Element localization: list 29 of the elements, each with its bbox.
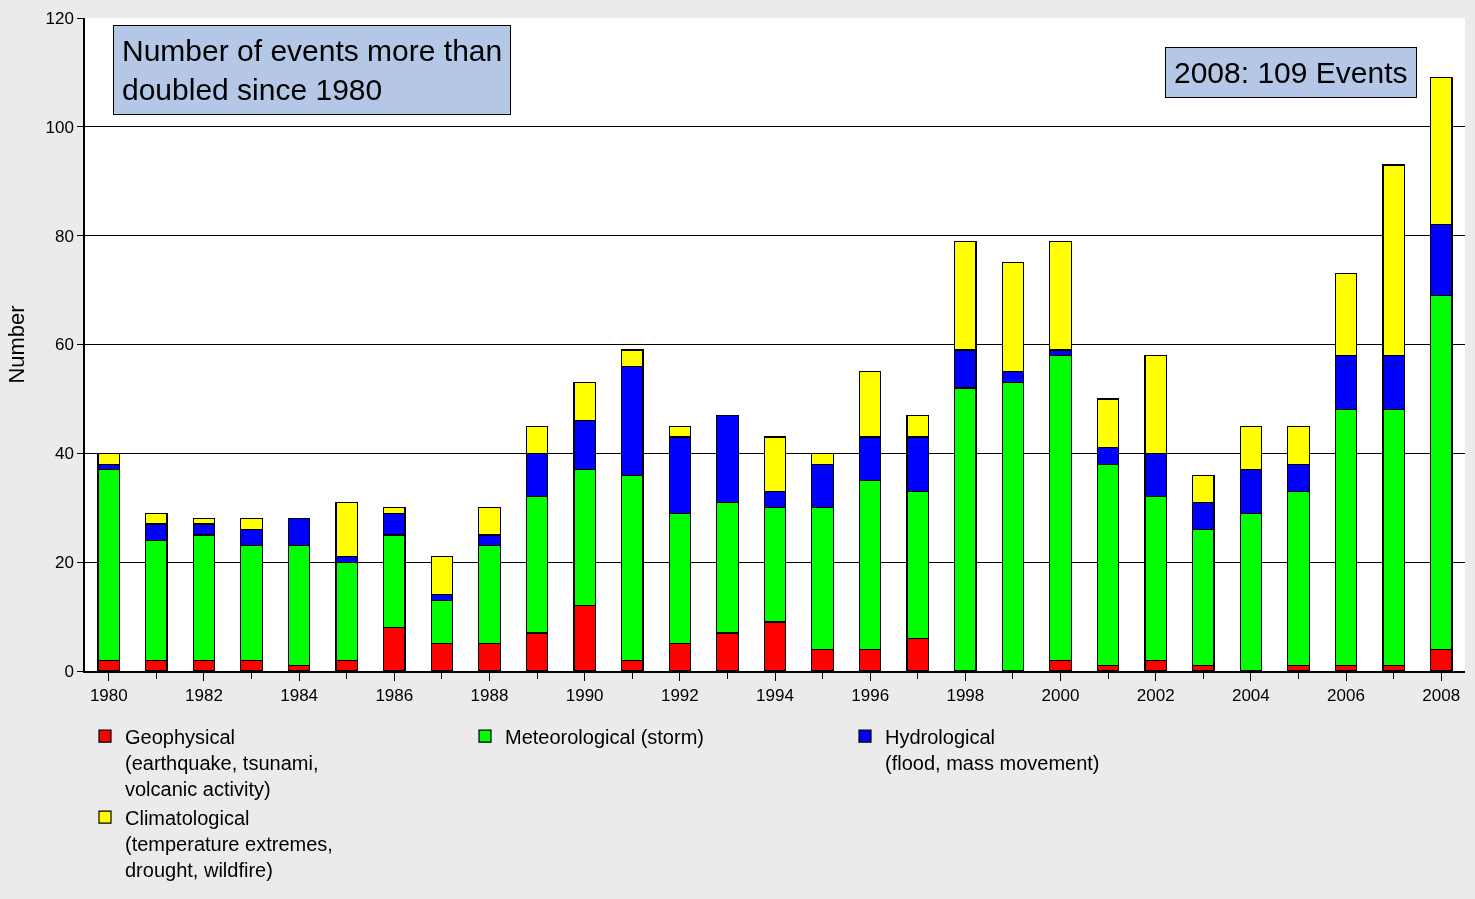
y-tick-label: 100 xyxy=(45,117,74,137)
y-tick-label: 20 xyxy=(54,553,74,573)
y-tick-label: 40 xyxy=(54,444,74,464)
x-tick-label: 2006 xyxy=(1327,686,1365,706)
legend-label: Climatological (temperature extremes, drought, wildfire) xyxy=(125,807,333,882)
x-tick-label: 1992 xyxy=(660,686,699,706)
x-tick-label: 1980 xyxy=(89,686,128,706)
x-tick-label: 1988 xyxy=(470,686,509,706)
x-tick-label: 1994 xyxy=(756,686,794,706)
y-tick-label: 0 xyxy=(64,661,74,681)
y-tick-label: 80 xyxy=(54,226,74,246)
x-tick-label: 1982 xyxy=(185,686,223,706)
annotation: 2008: 109 Events xyxy=(1174,56,1408,89)
x-tick-label: 1990 xyxy=(565,686,604,706)
x-tick-label: 1984 xyxy=(280,686,319,706)
x-tick-label: 1998 xyxy=(946,686,985,706)
legend-label: Hydrological (flood, mass movement) xyxy=(885,726,1100,775)
legend-label: Meteorological (storm) xyxy=(505,726,704,749)
x-tick-label: 1996 xyxy=(851,686,890,706)
y-tick-label: 120 xyxy=(45,8,74,28)
x-tick-label: 2008 xyxy=(1422,686,1461,706)
annotation: Number of events more than doubled since 1980 xyxy=(122,34,503,106)
legend-label: Geophysical (earthquake, tsunami, volcanic activity) xyxy=(125,726,319,801)
x-tick-label: 1986 xyxy=(375,686,414,706)
y-tick-label: 60 xyxy=(54,335,74,355)
y-axis-title: Number xyxy=(3,305,29,384)
x-tick-label: 2002 xyxy=(1136,686,1175,706)
x-tick-label: 2004 xyxy=(1231,686,1270,706)
x-tick-label: 2000 xyxy=(1041,686,1080,706)
